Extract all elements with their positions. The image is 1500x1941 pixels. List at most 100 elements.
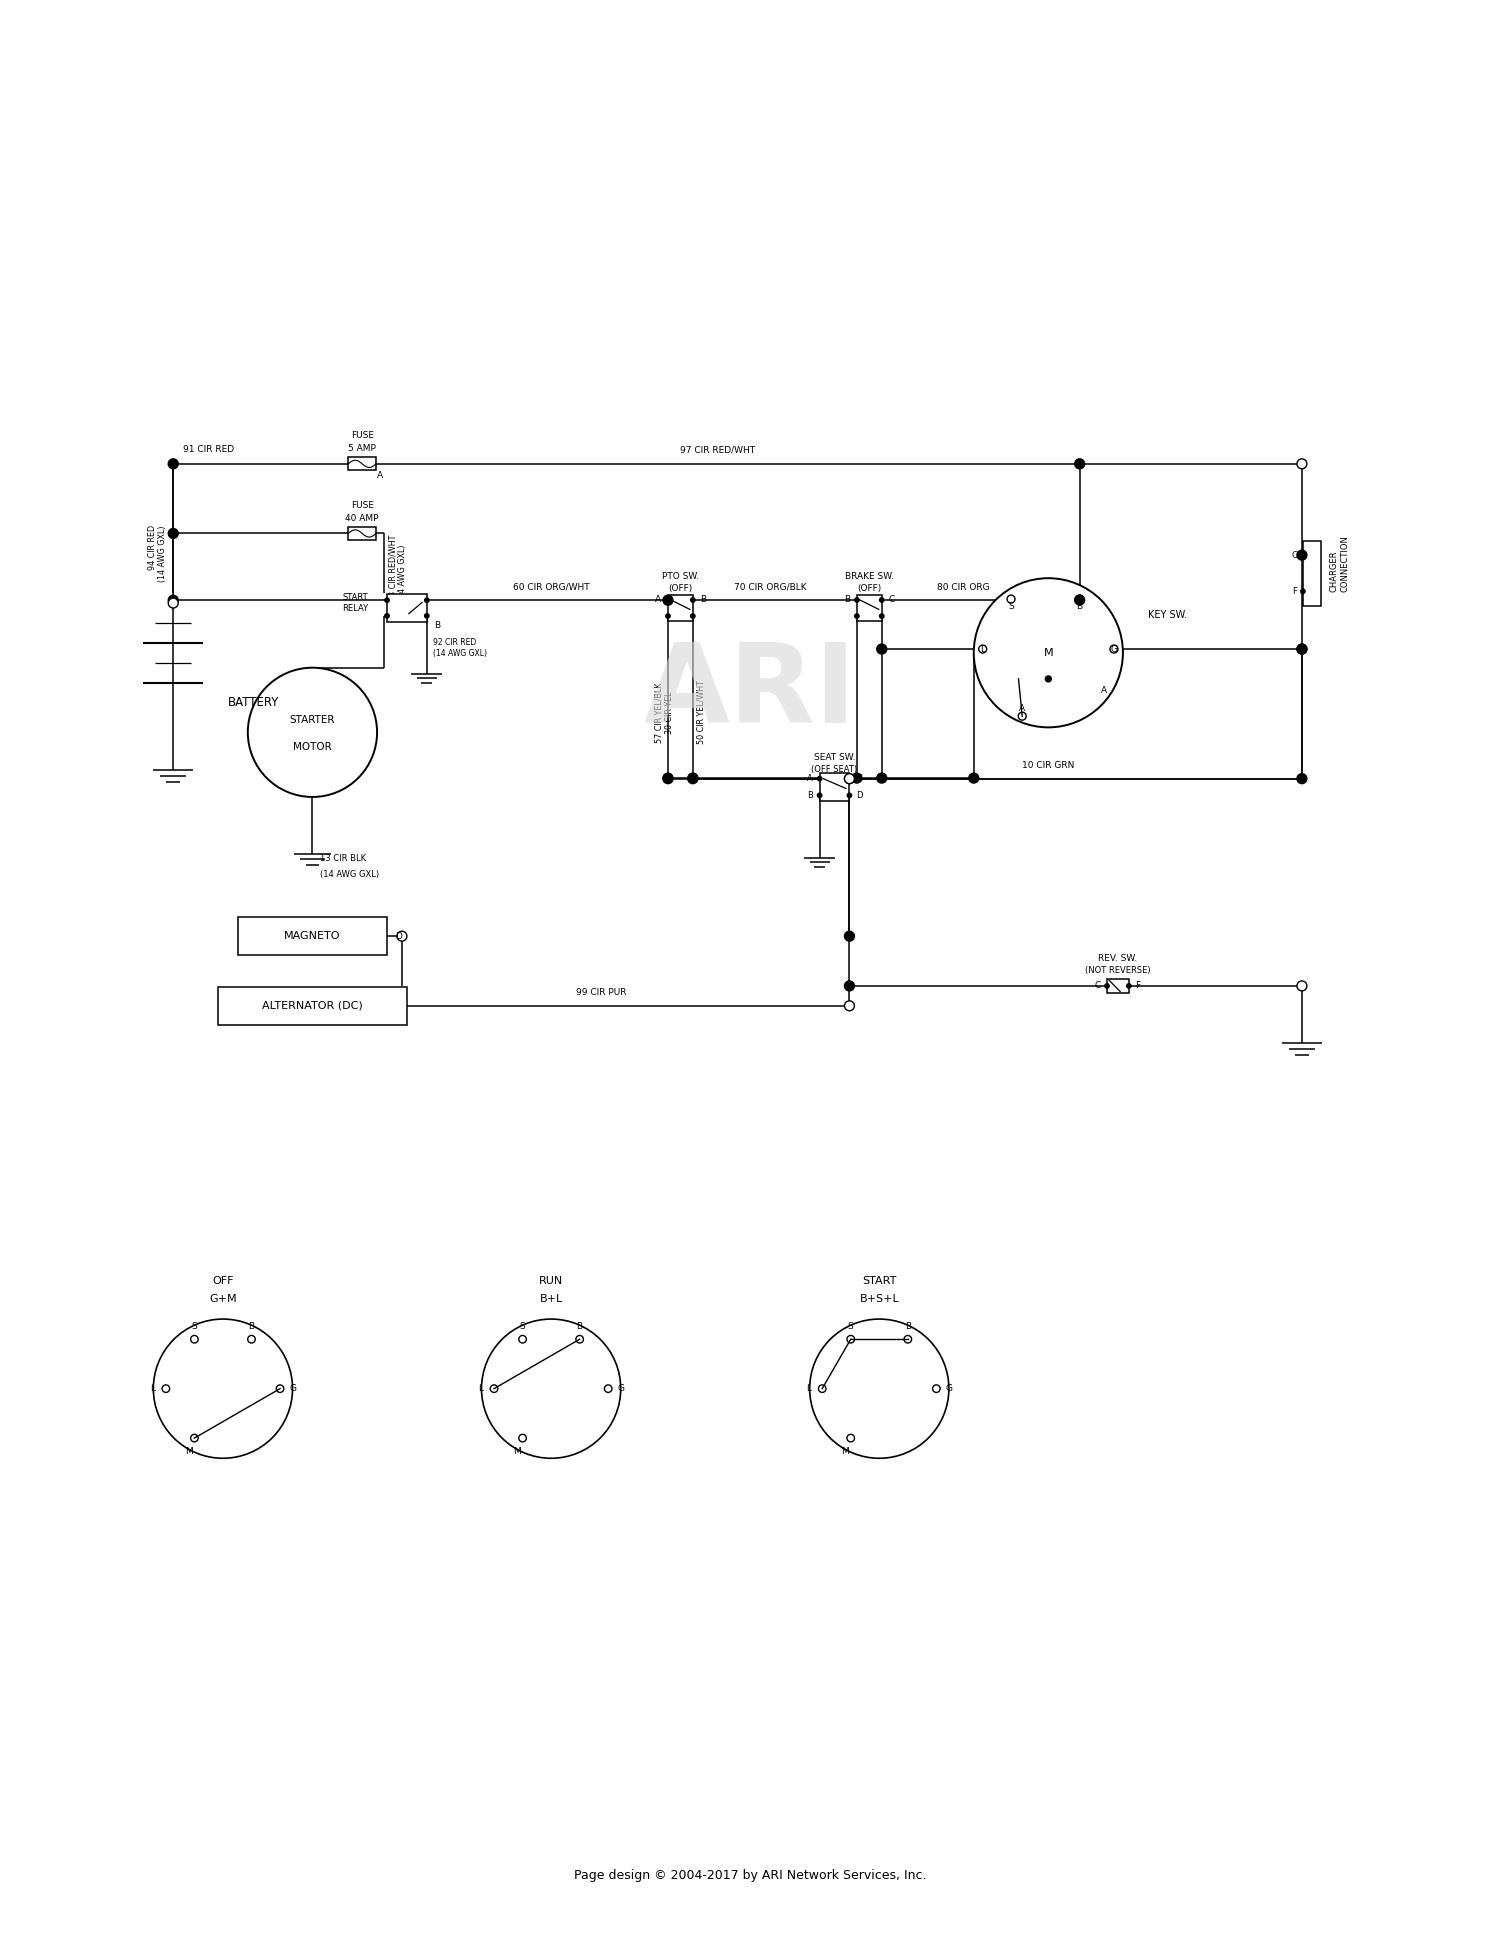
Text: C: C <box>856 774 862 782</box>
Text: (OFF SEAT): (OFF SEAT) <box>812 765 858 774</box>
Circle shape <box>386 598 388 602</box>
Circle shape <box>933 1384 940 1392</box>
Text: (NOT REVERSE): (NOT REVERSE) <box>1084 967 1150 976</box>
Circle shape <box>153 1320 292 1458</box>
Circle shape <box>879 598 884 602</box>
Circle shape <box>878 644 886 654</box>
Text: D: D <box>856 790 862 800</box>
Text: 10 CIR GRN: 10 CIR GRN <box>1022 761 1074 771</box>
Circle shape <box>1074 596 1084 606</box>
Text: SEAT SW.: SEAT SW. <box>815 753 855 761</box>
Text: A: A <box>376 472 382 479</box>
Text: BRAKE SW.: BRAKE SW. <box>844 573 894 580</box>
Text: G+M: G+M <box>209 1295 237 1304</box>
Text: 60 CIR ORG/WHT: 60 CIR ORG/WHT <box>513 582 590 592</box>
Bar <box>1107 978 1130 994</box>
Circle shape <box>398 932 406 941</box>
Text: REV. SW.: REV. SW. <box>1098 953 1137 963</box>
Text: M: M <box>1044 648 1053 658</box>
Text: 91 CIR RED: 91 CIR RED <box>183 444 234 454</box>
Circle shape <box>847 1335 855 1343</box>
Text: START
RELAY: START RELAY <box>342 594 369 613</box>
Circle shape <box>1298 458 1306 470</box>
Circle shape <box>1046 675 1052 681</box>
Text: B: B <box>807 790 813 800</box>
Text: 13 CIR BLK: 13 CIR BLK <box>321 854 366 864</box>
Text: C: C <box>1292 551 1298 559</box>
Text: START: START <box>862 1277 897 1287</box>
Text: A: A <box>1101 685 1107 695</box>
Text: MOTOR: MOTOR <box>292 741 332 753</box>
Circle shape <box>844 1002 855 1011</box>
Circle shape <box>190 1434 198 1442</box>
Text: G: G <box>618 1384 626 1394</box>
Bar <box>387 594 427 621</box>
Circle shape <box>1300 590 1305 594</box>
Circle shape <box>690 613 694 619</box>
Circle shape <box>969 773 978 782</box>
Circle shape <box>844 932 855 941</box>
Text: L: L <box>150 1384 154 1394</box>
Text: A: A <box>656 596 662 604</box>
Text: (14 AWG GXL): (14 AWG GXL) <box>321 870 380 879</box>
Text: S: S <box>847 1322 853 1332</box>
Text: M: M <box>184 1446 194 1456</box>
Circle shape <box>847 776 852 780</box>
Circle shape <box>248 668 376 798</box>
Text: S: S <box>192 1322 198 1332</box>
Text: CHARGER
CONNECTION: CHARGER CONNECTION <box>1330 536 1348 592</box>
Circle shape <box>276 1384 284 1392</box>
Text: ALTERNATOR (DC): ALTERNATOR (DC) <box>262 1002 363 1011</box>
Circle shape <box>424 598 429 602</box>
Bar <box>217 986 406 1025</box>
Text: (OFF): (OFF) <box>856 584 882 592</box>
Circle shape <box>1126 984 1131 988</box>
Text: A: A <box>807 774 813 782</box>
Text: 50 CIR YEL/WHT: 50 CIR YEL/WHT <box>698 681 706 745</box>
Text: B: B <box>576 1322 582 1332</box>
Text: G: G <box>946 1384 952 1394</box>
Text: F: F <box>1136 982 1140 990</box>
Text: B: B <box>433 621 439 631</box>
Text: ARI: ARI <box>644 639 856 745</box>
Text: B: B <box>699 596 706 604</box>
Bar <box>856 594 882 621</box>
Circle shape <box>519 1434 526 1442</box>
Text: L: L <box>980 644 986 654</box>
Text: 70 CIR ORG/BLK: 70 CIR ORG/BLK <box>734 582 806 592</box>
Text: 80 CIR ORG: 80 CIR ORG <box>938 582 990 592</box>
Circle shape <box>1300 553 1305 557</box>
Text: 93 CIR RED/WHT
(14 AWG GXL): 93 CIR RED/WHT (14 AWG GXL) <box>388 536 408 602</box>
Text: M: M <box>513 1446 520 1456</box>
Circle shape <box>604 1384 612 1392</box>
Text: 30 CIR YEL: 30 CIR YEL <box>664 691 674 734</box>
Circle shape <box>248 1335 255 1343</box>
Circle shape <box>855 613 859 619</box>
Text: FUSE: FUSE <box>351 501 374 510</box>
Text: FUSE: FUSE <box>351 431 374 441</box>
Text: B+S+L: B+S+L <box>859 1295 898 1304</box>
Circle shape <box>666 598 670 602</box>
Circle shape <box>168 598 178 608</box>
Circle shape <box>1298 549 1306 561</box>
Circle shape <box>904 1335 912 1343</box>
Text: STARTER: STARTER <box>290 716 334 726</box>
Text: C: C <box>1095 982 1101 990</box>
Circle shape <box>168 458 178 470</box>
Circle shape <box>844 980 855 992</box>
Text: B: B <box>249 1322 255 1332</box>
Circle shape <box>1106 984 1108 988</box>
Text: G: G <box>1110 644 1118 654</box>
Circle shape <box>1110 644 1118 652</box>
Circle shape <box>852 773 862 782</box>
Text: S: S <box>1008 602 1014 611</box>
Circle shape <box>663 773 674 782</box>
Circle shape <box>666 613 670 619</box>
Circle shape <box>1298 774 1306 784</box>
Text: 99 CIR PUR: 99 CIR PUR <box>576 988 626 998</box>
Circle shape <box>1074 458 1084 470</box>
Text: 40 AMP: 40 AMP <box>345 514 380 522</box>
Circle shape <box>424 613 429 617</box>
Bar <box>348 526 376 540</box>
Circle shape <box>1019 712 1026 720</box>
